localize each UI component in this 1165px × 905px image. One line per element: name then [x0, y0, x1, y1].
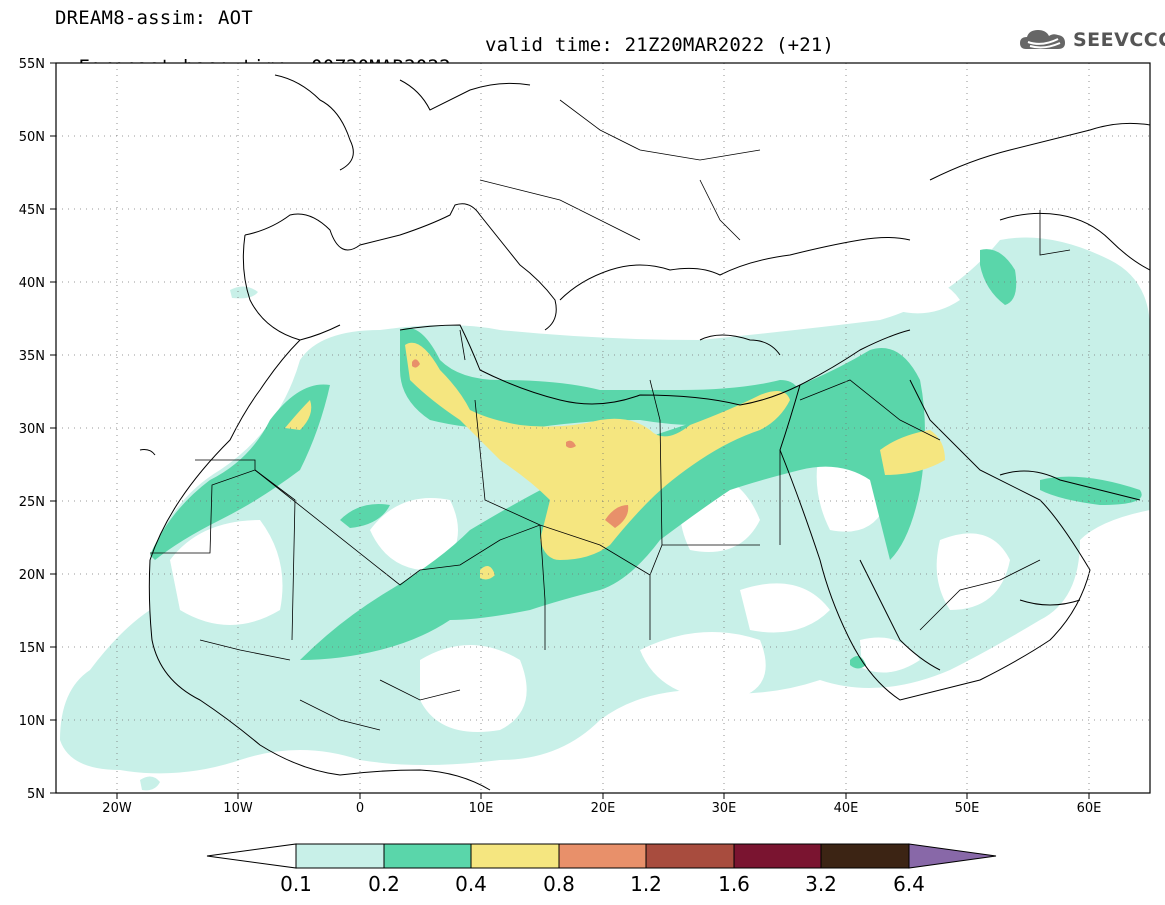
- seevccc-logo: SEEVCCC: [1018, 27, 1165, 55]
- lat-label: 25N: [19, 495, 45, 510]
- aot-field: [60, 237, 1150, 791]
- coastlines: [139, 74, 1150, 791]
- lon-label: 10W: [223, 801, 253, 816]
- lon-label: 50E: [955, 801, 980, 816]
- map-title: DREAM8-assim: AOT: [55, 7, 253, 29]
- lat-label: 20N: [19, 568, 45, 583]
- lon-label: 10E: [469, 801, 494, 816]
- aot-band-0.8: [412, 359, 629, 528]
- logo-text: SEEVCCC: [1073, 29, 1165, 51]
- lon-label: 0: [356, 801, 364, 816]
- latitude-labels: 55N 50N 45N 40N 35N 30N 25N 20N 15N 10N …: [19, 57, 45, 802]
- lat-label: 30N: [19, 422, 45, 437]
- lat-label: 55N: [19, 57, 45, 72]
- aot-band-0.4: [285, 342, 945, 580]
- lon-label: 20W: [102, 801, 132, 816]
- lon-label: 30E: [712, 801, 737, 816]
- lon-label: 40E: [834, 801, 859, 816]
- lon-label: 20E: [591, 801, 616, 816]
- lat-label: 15N: [19, 641, 45, 656]
- lat-label: 5N: [27, 787, 45, 802]
- cloud-icon: [1020, 30, 1065, 49]
- lon-label: 60E: [1077, 801, 1102, 816]
- country-borders: [150, 99, 1071, 731]
- longitude-labels: 20W 10W 0 10E 20E 30E 40E 50E 60E: [102, 801, 1101, 816]
- lat-label: 40N: [19, 276, 45, 291]
- graticule: [56, 63, 1150, 793]
- valid-time: valid time: 21Z20MAR2022 (+21): [485, 34, 835, 56]
- lat-label: 45N: [19, 203, 45, 218]
- lat-label: 35N: [19, 349, 45, 364]
- axis-ticks: [50, 62, 1090, 799]
- lat-label: 50N: [19, 130, 45, 145]
- lat-label: 10N: [19, 714, 45, 729]
